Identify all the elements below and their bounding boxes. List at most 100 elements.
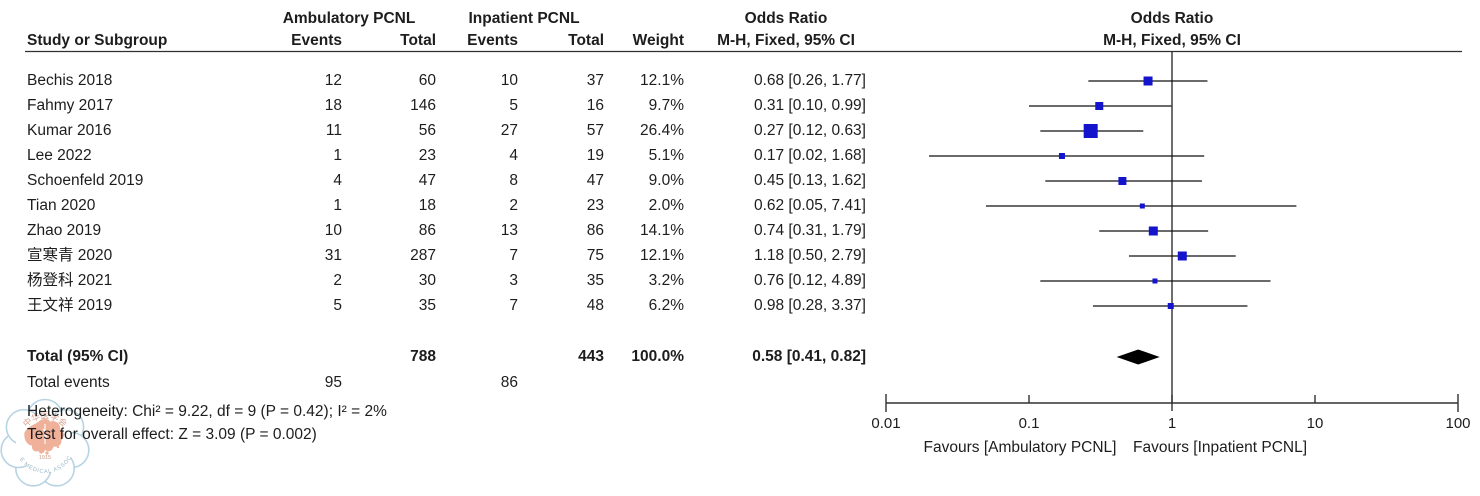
- study-events-inp: 13: [500, 222, 518, 239]
- study-total-inp: 19: [586, 147, 604, 164]
- favours-left-label: Favours [Ambulatory PCNL]: [923, 439, 1117, 456]
- study-or-ci: 0.31 [0.10, 0.99]: [753, 97, 866, 114]
- study-name: 宣寒青 2020: [27, 247, 113, 264]
- effect-square: [1143, 76, 1153, 86]
- study-name: Zhao 2019: [27, 222, 102, 239]
- col-header-events-amb: Events: [291, 32, 342, 49]
- study-weight: 5.1%: [648, 147, 684, 164]
- col-header-total-inp: Total: [568, 32, 604, 49]
- study-total-amb: 86: [418, 222, 436, 239]
- study-total-inp: 23: [586, 197, 604, 214]
- study-name: 杨登科 2021: [27, 272, 113, 289]
- watermark-staff-icon: [42, 424, 48, 444]
- effect-square: [1152, 278, 1158, 284]
- odds-ratio-column-title: Odds Ratio: [744, 10, 828, 27]
- study-total-amb: 18: [418, 197, 436, 214]
- study-or-ci: 0.74 [0.31, 1.79]: [753, 222, 866, 239]
- total-or-ci: 0.58 [0.41, 0.82]: [752, 348, 866, 365]
- study-events-amb: 5: [333, 297, 342, 314]
- study-weight: 6.2%: [648, 297, 684, 314]
- study-total-amb: 47: [418, 172, 436, 189]
- odds-ratio-plot-title: Odds Ratio: [1130, 10, 1214, 27]
- study-events-amb: 18: [324, 97, 342, 114]
- study-events-amb: 10: [324, 222, 342, 239]
- study-total-inp: 75: [586, 247, 604, 264]
- study-events-inp: 3: [509, 272, 518, 289]
- study-weight: 26.4%: [640, 122, 684, 139]
- effect-square: [1148, 226, 1158, 236]
- group-header-inpatient: Inpatient PCNL: [468, 10, 580, 27]
- study-events-inp: 8: [509, 172, 518, 189]
- axis-tick-label: 10: [1306, 415, 1324, 432]
- effect-square: [1083, 124, 1098, 138]
- total-events-inp: 86: [500, 374, 518, 391]
- watermark-china-map: [24, 418, 64, 454]
- study-name: Kumar 2016: [27, 122, 112, 139]
- study-name: Schoenfeld 2019: [27, 172, 144, 189]
- watermark-year: 1915: [39, 455, 51, 461]
- study-events-inp: 10: [500, 72, 518, 89]
- col-header-method-plot: M-H, Fixed, 95% CI: [1103, 32, 1241, 49]
- group-header-ambulatory: Ambulatory PCNL: [282, 10, 416, 27]
- study-or-ci: 0.98 [0.28, 3.37]: [753, 297, 866, 314]
- study-name: 王文祥 2019: [27, 297, 113, 314]
- axis-tick-label: 100: [1445, 415, 1471, 432]
- total-inp: 443: [578, 348, 604, 365]
- study-events-inp: 27: [500, 122, 518, 139]
- study-total-amb: 35: [418, 297, 436, 314]
- study-weight: 2.0%: [648, 197, 684, 214]
- study-events-inp: 5: [509, 97, 518, 114]
- effect-square: [1118, 177, 1127, 185]
- effect-square: [1139, 203, 1145, 209]
- cma-watermark-logo: 中华医学会 1915 CHINESE MEDICAL ASSOCIATION: [0, 398, 90, 487]
- summary-diamond: [1116, 349, 1160, 365]
- study-total-amb: 287: [410, 247, 436, 264]
- study-or-ci: 0.68 [0.26, 1.77]: [753, 72, 866, 89]
- col-header-study: Study or Subgroup: [27, 32, 168, 49]
- study-events-amb: 11: [325, 122, 342, 139]
- study-events-amb: 1: [333, 147, 342, 164]
- study-total-inp: 57: [586, 122, 604, 139]
- total-weight: 100.0%: [631, 348, 684, 365]
- study-events-amb: 2: [333, 272, 342, 289]
- axis-tick-label: 1: [1167, 415, 1177, 432]
- study-weight: 3.2%: [648, 272, 684, 289]
- study-name: Tian 2020: [27, 197, 96, 214]
- study-or-ci: 0.62 [0.05, 7.41]: [753, 197, 866, 214]
- study-weight: 12.1%: [640, 247, 684, 264]
- study-total-amb: 56: [418, 122, 436, 139]
- heterogeneity-text: Heterogeneity: Chi² = 9.22, df = 9 (P = …: [27, 403, 387, 420]
- watermark-hainan-dot: [45, 451, 49, 455]
- study-events-inp: 7: [509, 247, 518, 264]
- study-name: Bechis 2018: [27, 72, 113, 89]
- study-events-inp: 2: [509, 197, 518, 214]
- watermark-taiwan-dot: [56, 445, 60, 449]
- study-total-inp: 86: [586, 222, 604, 239]
- col-header-weight: Weight: [632, 32, 684, 49]
- study-or-ci: 0.76 [0.12, 4.89]: [753, 272, 866, 289]
- study-total-inp: 35: [586, 272, 604, 289]
- study-total-inp: 16: [586, 97, 604, 114]
- effect-square: [1177, 251, 1187, 261]
- study-weight: 9.7%: [648, 97, 684, 114]
- study-total-amb: 30: [418, 272, 436, 289]
- study-weight: 14.1%: [640, 222, 684, 239]
- axis-tick-label: 0.1: [1018, 415, 1040, 432]
- axis-tick-label: 0.01: [871, 415, 901, 432]
- col-header-total-amb: Total: [400, 32, 436, 49]
- study-total-amb: 146: [410, 97, 436, 114]
- effect-square: [1095, 102, 1104, 110]
- study-total-amb: 23: [418, 147, 436, 164]
- study-or-ci: 1.18 [0.50, 2.79]: [753, 247, 866, 264]
- col-header-events-inp: Events: [467, 32, 518, 49]
- total-amb: 788: [410, 348, 436, 365]
- study-events-amb: 1: [333, 197, 342, 214]
- favours-right-label: Favours [Inpatient PCNL]: [1132, 439, 1308, 456]
- total-events-amb: 95: [324, 374, 342, 391]
- study-events-amb: 12: [324, 72, 342, 89]
- study-total-inp: 37: [586, 72, 604, 89]
- study-or-ci: 0.27 [0.12, 0.63]: [753, 122, 866, 139]
- study-weight: 9.0%: [648, 172, 684, 189]
- study-or-ci: 0.45 [0.13, 1.62]: [753, 172, 866, 189]
